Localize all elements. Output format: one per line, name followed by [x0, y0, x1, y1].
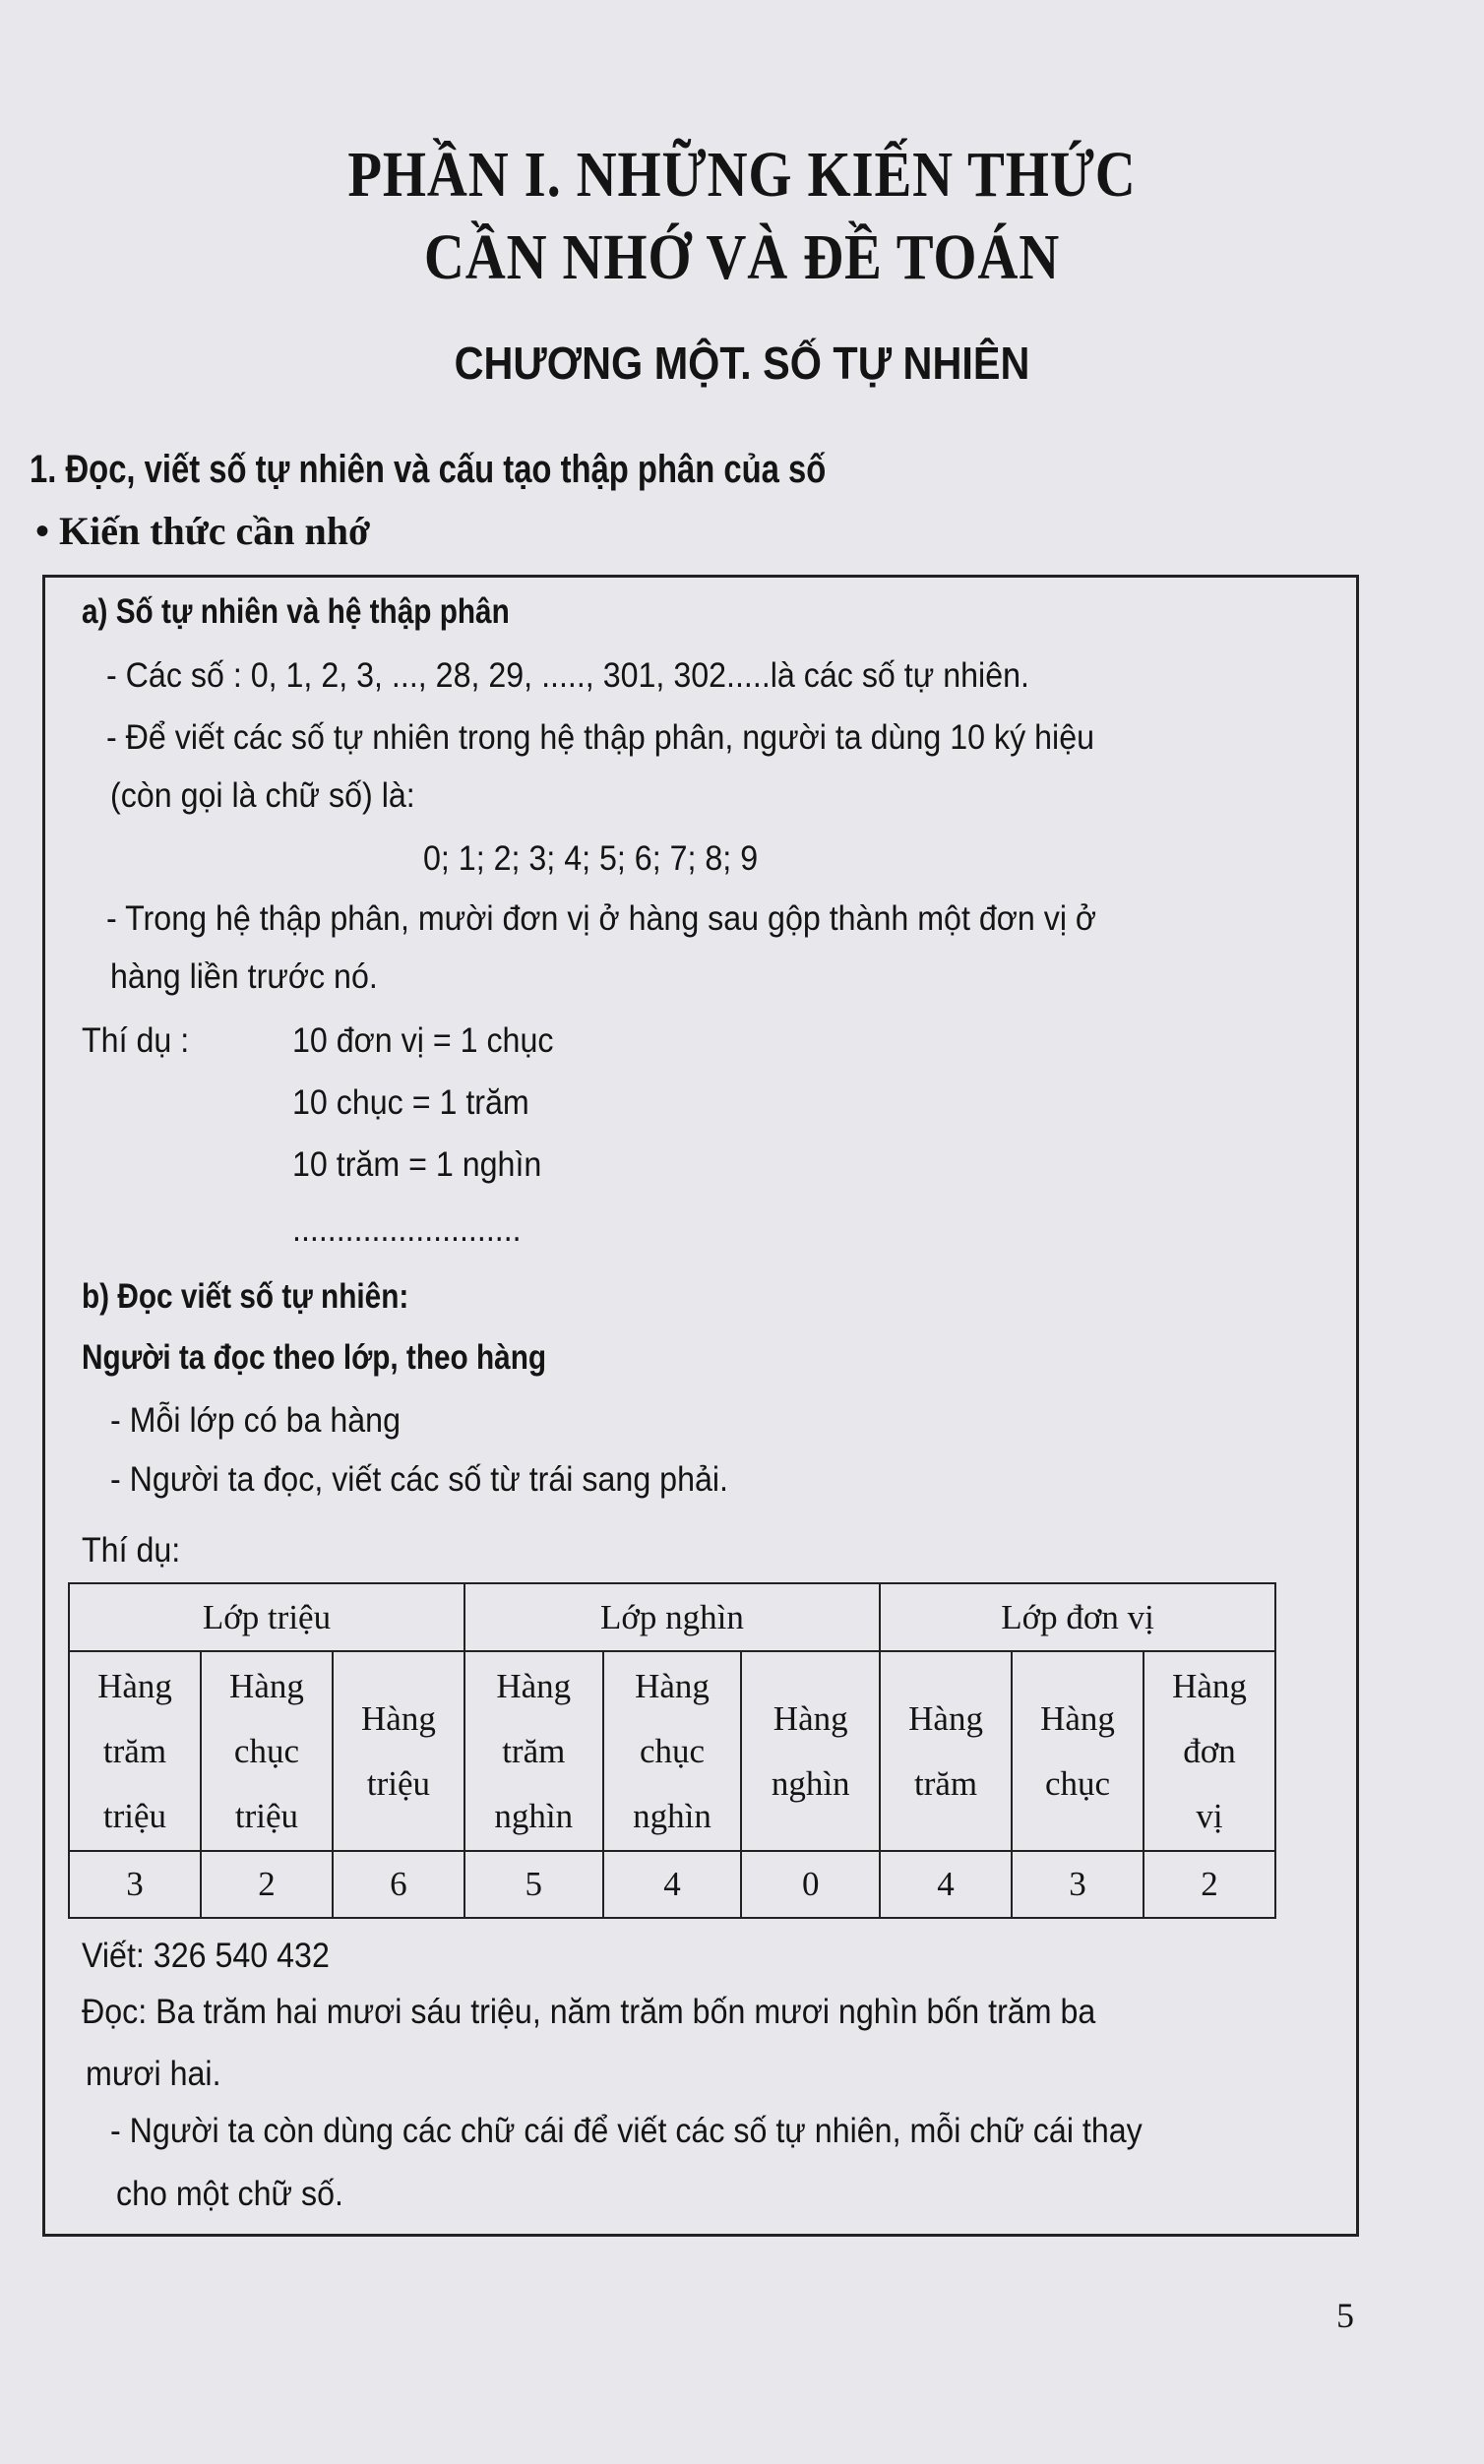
place-word: Hàng	[908, 1698, 983, 1738]
place-word: vị	[1196, 1796, 1223, 1835]
place-header: Hàng chục triệu	[199, 1650, 334, 1852]
text-line: - Người ta đọc, viết các số từ trái sang…	[110, 1460, 729, 1499]
text-line: hàng liền trước nó.	[110, 957, 378, 996]
place-word: chục	[1044, 1763, 1111, 1803]
place-header: Hàng triệu	[331, 1650, 465, 1852]
place-word: nghìn	[771, 1763, 850, 1803]
place-word: triệu	[366, 1763, 430, 1803]
text-line: - Để viết các số tự nhiên trong hệ thập …	[106, 718, 1095, 757]
example-line: 10 trăm = 1 nghìn	[292, 1145, 542, 1184]
place-word: triệu	[234, 1796, 299, 1835]
place-word: chục	[233, 1731, 299, 1770]
place-word: Hàng	[97, 1666, 172, 1705]
part-title-line1: PHẦN I. NHỮNG KIẾN THỨC	[347, 139, 1137, 211]
class-header: Lớp đơn vị	[879, 1582, 1276, 1652]
place-word: Hàng	[1172, 1666, 1247, 1705]
place-word: đơn	[1183, 1731, 1236, 1770]
place-word: triệu	[102, 1796, 167, 1835]
place-word: nghìn	[633, 1796, 711, 1835]
read-line: Đọc: Ba trăm hai mươi sáu triệu, năm tră…	[82, 1993, 1096, 2031]
text-line: - Trong hệ thập phân, mười đơn vị ở hàng…	[106, 899, 1097, 938]
knowledge-box	[42, 575, 1359, 2237]
class-header: Lớp nghìn	[463, 1582, 882, 1652]
place-word: Hàng	[635, 1666, 710, 1705]
place-word: Hàng	[1040, 1698, 1115, 1738]
section-heading: 1. Đọc, viết số tự nhiên và cấu tạo thập…	[30, 448, 827, 491]
place-word: Hàng	[229, 1666, 304, 1705]
example-label: Thí dụ:	[82, 1531, 181, 1570]
place-header: Hàng đơn vị	[1143, 1650, 1276, 1852]
place-header: Hàng chục	[1011, 1650, 1144, 1852]
digit-cell: 6	[331, 1850, 465, 1919]
place-header: Hàng trăm	[879, 1650, 1014, 1852]
place-word: trăm	[913, 1763, 978, 1803]
place-word: trăm	[102, 1731, 167, 1770]
chapter-title: CHƯƠNG MỘT. SỐ TỰ NHIÊN	[454, 338, 1030, 389]
place-value-table: Lớp triệu Lớp nghìn Lớp đơn vị Hàng trăm t…	[68, 1582, 1276, 1919]
place-word: Hàng	[773, 1698, 848, 1738]
place-header: Hàng trăm nghìn	[463, 1650, 604, 1852]
digits-line: 0; 1; 2; 3; 4; 5; 6; 7; 8; 9	[423, 839, 759, 878]
digit-cell: 2	[199, 1850, 334, 1919]
part-title-line2: CẦN NHỚ VÀ ĐỀ TOÁN	[423, 221, 1061, 293]
place-header: Hàng nghìn	[740, 1650, 882, 1852]
digit-cell: 2	[1143, 1850, 1276, 1919]
place-header: Hàng trăm triệu	[68, 1650, 202, 1852]
example-line: 10 chục = 1 trăm	[292, 1083, 529, 1122]
example-line: 10 đơn vị = 1 chục	[292, 1021, 554, 1060]
digit-cell: 3	[68, 1850, 202, 1919]
place-word: trăm	[502, 1731, 566, 1770]
read-line: mươi hai.	[86, 2055, 221, 2093]
digit-cell: 3	[1011, 1850, 1144, 1919]
subheading-b: Người ta đọc theo lớp, theo hàng	[82, 1338, 547, 1377]
text-line: - Mỗi lớp có ba hàng	[110, 1401, 401, 1440]
example-label: Thí dụ :	[82, 1021, 190, 1060]
text-line: - Các số : 0, 1, 2, 3, ..., 28, 29, ....…	[106, 656, 1029, 695]
page-number: 5	[1336, 2296, 1354, 2335]
place-word: chục	[639, 1731, 706, 1770]
heading-b: b) Đọc viết số tự nhiên:	[82, 1277, 409, 1316]
text-line: (còn gọi là chữ số) là:	[110, 776, 415, 815]
digit-cell: 4	[601, 1850, 743, 1919]
digit-cell: 0	[740, 1850, 882, 1919]
ellipsis: ..........................	[292, 1210, 522, 1249]
digit-cell: 5	[463, 1850, 604, 1919]
place-word: Hàng	[496, 1666, 572, 1705]
text-line: cho một chữ số.	[116, 2175, 343, 2213]
place-word: nghìn	[494, 1796, 574, 1835]
heading-a: a) Số tự nhiên và hệ thập phân	[82, 592, 510, 631]
text-line: - Người ta còn dùng các chữ cái để viết …	[110, 2112, 1143, 2150]
place-header: Hàng chục nghìn	[601, 1650, 743, 1852]
subsection-heading: • Kiến thức cần nhớ	[35, 509, 371, 553]
class-header: Lớp triệu	[68, 1582, 465, 1652]
place-word: Hàng	[361, 1698, 436, 1738]
write-line: Viết: 326 540 432	[82, 1937, 330, 1975]
digit-cell: 4	[879, 1850, 1014, 1919]
